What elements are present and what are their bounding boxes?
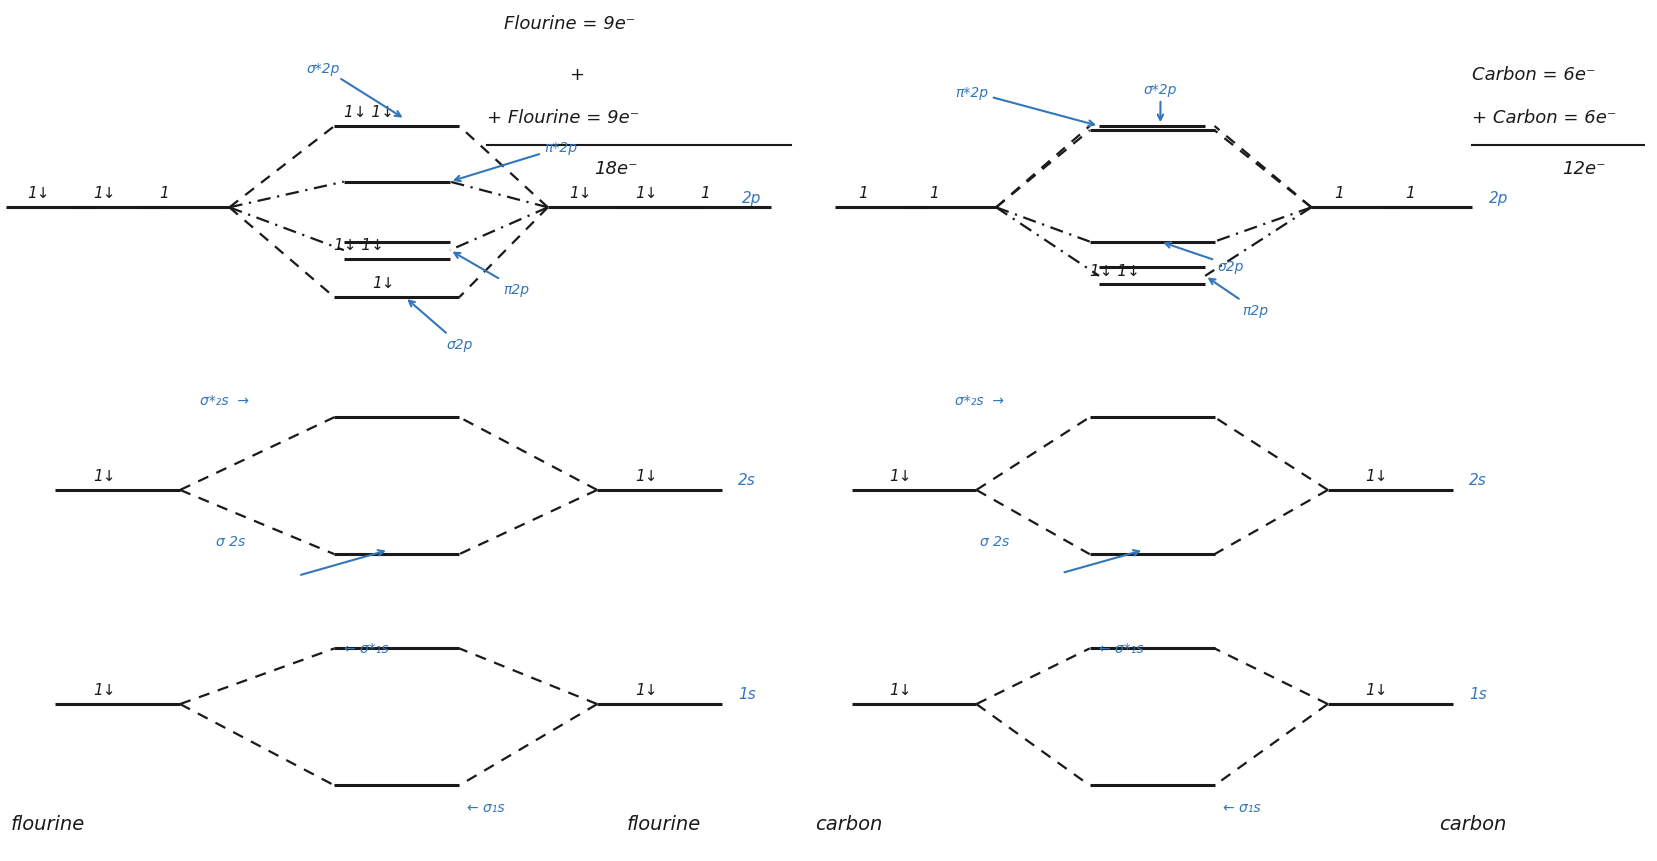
Text: π*2p: π*2p [954,85,1094,127]
Text: π2p: π2p [454,253,530,296]
Text: 1s: 1s [1470,687,1486,702]
Text: 1↓: 1↓ [93,186,116,201]
Text: 1↓: 1↓ [635,683,658,697]
Text: 1↓: 1↓ [635,468,658,484]
Text: ← σ*₁s: ← σ*₁s [345,641,389,655]
Text: σ*2p: σ*2p [307,62,401,117]
Text: Flourine = 9e⁻: Flourine = 9e⁻ [504,15,635,33]
Text: 1: 1 [930,186,938,201]
Text: +: + [570,66,585,84]
Text: 2s: 2s [739,473,756,488]
Text: 18e⁻: 18e⁻ [593,160,638,178]
Text: 1: 1 [858,186,868,201]
Text: σ 2s: σ 2s [215,535,245,548]
Text: 1↓: 1↓ [635,186,658,201]
Text: σ*2p: σ*2p [1143,83,1176,121]
Text: 1: 1 [1334,186,1344,201]
Text: ← σ*₁s: ← σ*₁s [1099,641,1143,655]
Text: π2p: π2p [1210,279,1268,318]
Text: 1↓: 1↓ [28,186,50,201]
Text: 1↓: 1↓ [1365,468,1389,484]
Text: π*2p: π*2p [454,141,578,182]
Text: + Flourine = 9e⁻: + Flourine = 9e⁻ [487,108,640,127]
Text: carbon: carbon [815,814,883,833]
Text: σ 2s: σ 2s [979,535,1009,548]
Text: ← σ₁s: ← σ₁s [1223,800,1261,814]
Text: 12e⁻: 12e⁻ [1563,160,1606,178]
Text: ← σ₁s: ← σ₁s [467,800,505,814]
Text: + Carbon = 6e⁻: + Carbon = 6e⁻ [1473,108,1617,127]
Text: 1↓: 1↓ [93,683,116,697]
Text: σ2p: σ2p [409,301,472,352]
Text: σ*₂s  →: σ*₂s → [200,393,249,407]
Text: carbon: carbon [1440,814,1506,833]
Text: 1↓: 1↓ [1365,683,1389,697]
Text: 1: 1 [701,186,711,201]
Text: 1↓ 1↓: 1↓ 1↓ [345,105,394,120]
Text: flourine: flourine [12,814,85,833]
Text: Carbon = 6e⁻: Carbon = 6e⁻ [1473,66,1596,84]
Text: 2p: 2p [742,190,761,206]
Text: 1↓ 1↓: 1↓ 1↓ [1090,263,1140,278]
Text: 1: 1 [159,186,169,201]
Text: 1: 1 [1405,186,1415,201]
Text: 1↓: 1↓ [890,468,911,484]
Text: σ2p: σ2p [1165,243,1244,273]
Text: 1s: 1s [739,687,756,702]
Text: 2s: 2s [1470,473,1486,488]
Text: 1↓: 1↓ [93,468,116,484]
Text: 2p: 2p [1488,190,1508,206]
Text: σ*₂s  →: σ*₂s → [954,393,1004,407]
Text: 1↓ 1↓: 1↓ 1↓ [335,238,384,252]
Text: 1↓: 1↓ [890,683,911,697]
Text: 1↓: 1↓ [373,276,394,291]
Text: flourine: flourine [626,814,701,833]
Text: 1↓: 1↓ [570,186,592,201]
